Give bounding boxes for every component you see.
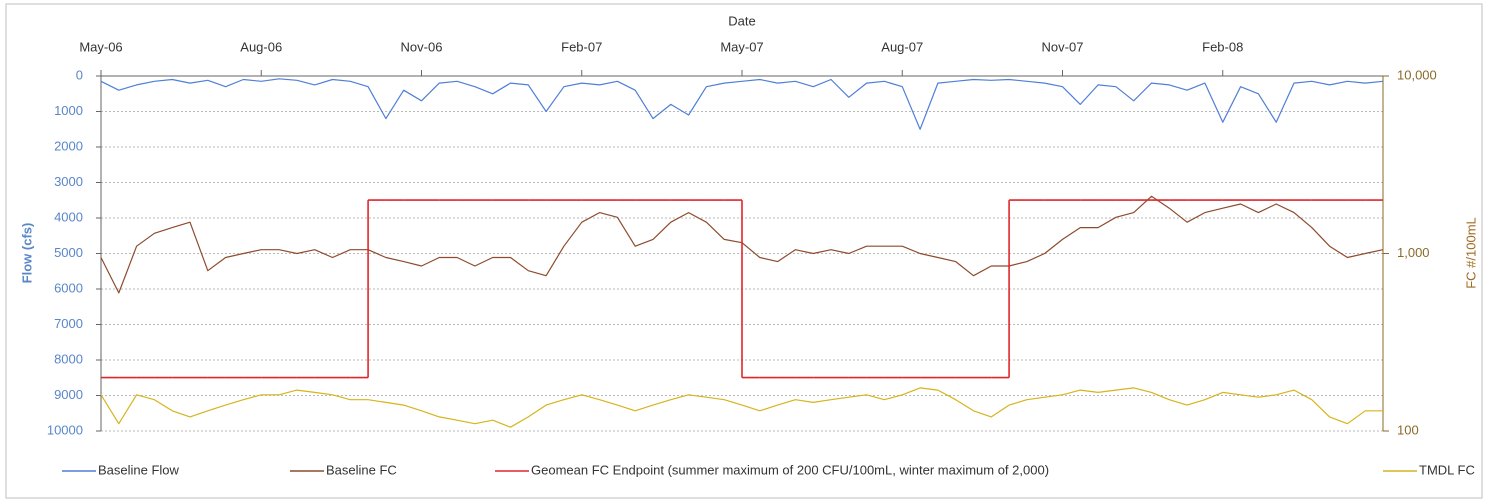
x-tick-label: Aug-06 xyxy=(240,39,282,54)
y-tick-label: 2000 xyxy=(54,138,83,153)
x-tick-label: Feb-08 xyxy=(1202,39,1243,54)
y-tick-label: 0 xyxy=(76,67,83,82)
y-tick-label: 9000 xyxy=(54,387,83,402)
y-tick-label: 8000 xyxy=(54,351,83,366)
y2-tick-label: 10,000 xyxy=(1397,67,1437,82)
chart-border xyxy=(5,3,1483,499)
x-tick-label: May-06 xyxy=(79,39,122,54)
y-tick-label: 4000 xyxy=(54,209,83,224)
legend-label: Baseline Flow xyxy=(98,462,180,477)
y2-axis-label: FC #/100mL xyxy=(1463,217,1478,289)
x-tick-label: Nov-06 xyxy=(401,39,443,54)
y-tick-label: 7000 xyxy=(54,316,83,331)
x-tick-label: Nov-07 xyxy=(1042,39,1084,54)
y-tick-label: 5000 xyxy=(54,245,83,260)
y2-tick-label: 100 xyxy=(1397,422,1419,437)
y-tick-label: 6000 xyxy=(54,280,83,295)
legend-label: Geomean FC Endpoint (summer maximum of 2… xyxy=(531,462,1049,477)
series-line xyxy=(100,387,1383,428)
x-tick-label: Aug-07 xyxy=(881,39,923,54)
x-tick-label: Feb-07 xyxy=(561,39,602,54)
y2-tick-label: 1,000 xyxy=(1397,245,1430,260)
legend-label: TMDL FC xyxy=(1419,462,1475,477)
y-tick-label: 3000 xyxy=(54,174,83,189)
x-tick-label: May-07 xyxy=(720,39,763,54)
y-axis-label: Flow (cfs) xyxy=(19,223,34,284)
x-axis-label: Date xyxy=(728,13,755,28)
y-tick-label: 1000 xyxy=(54,103,83,118)
y-tick-label: 10000 xyxy=(47,422,83,437)
legend-label: Baseline FC xyxy=(326,462,397,477)
series-line xyxy=(100,78,1384,130)
